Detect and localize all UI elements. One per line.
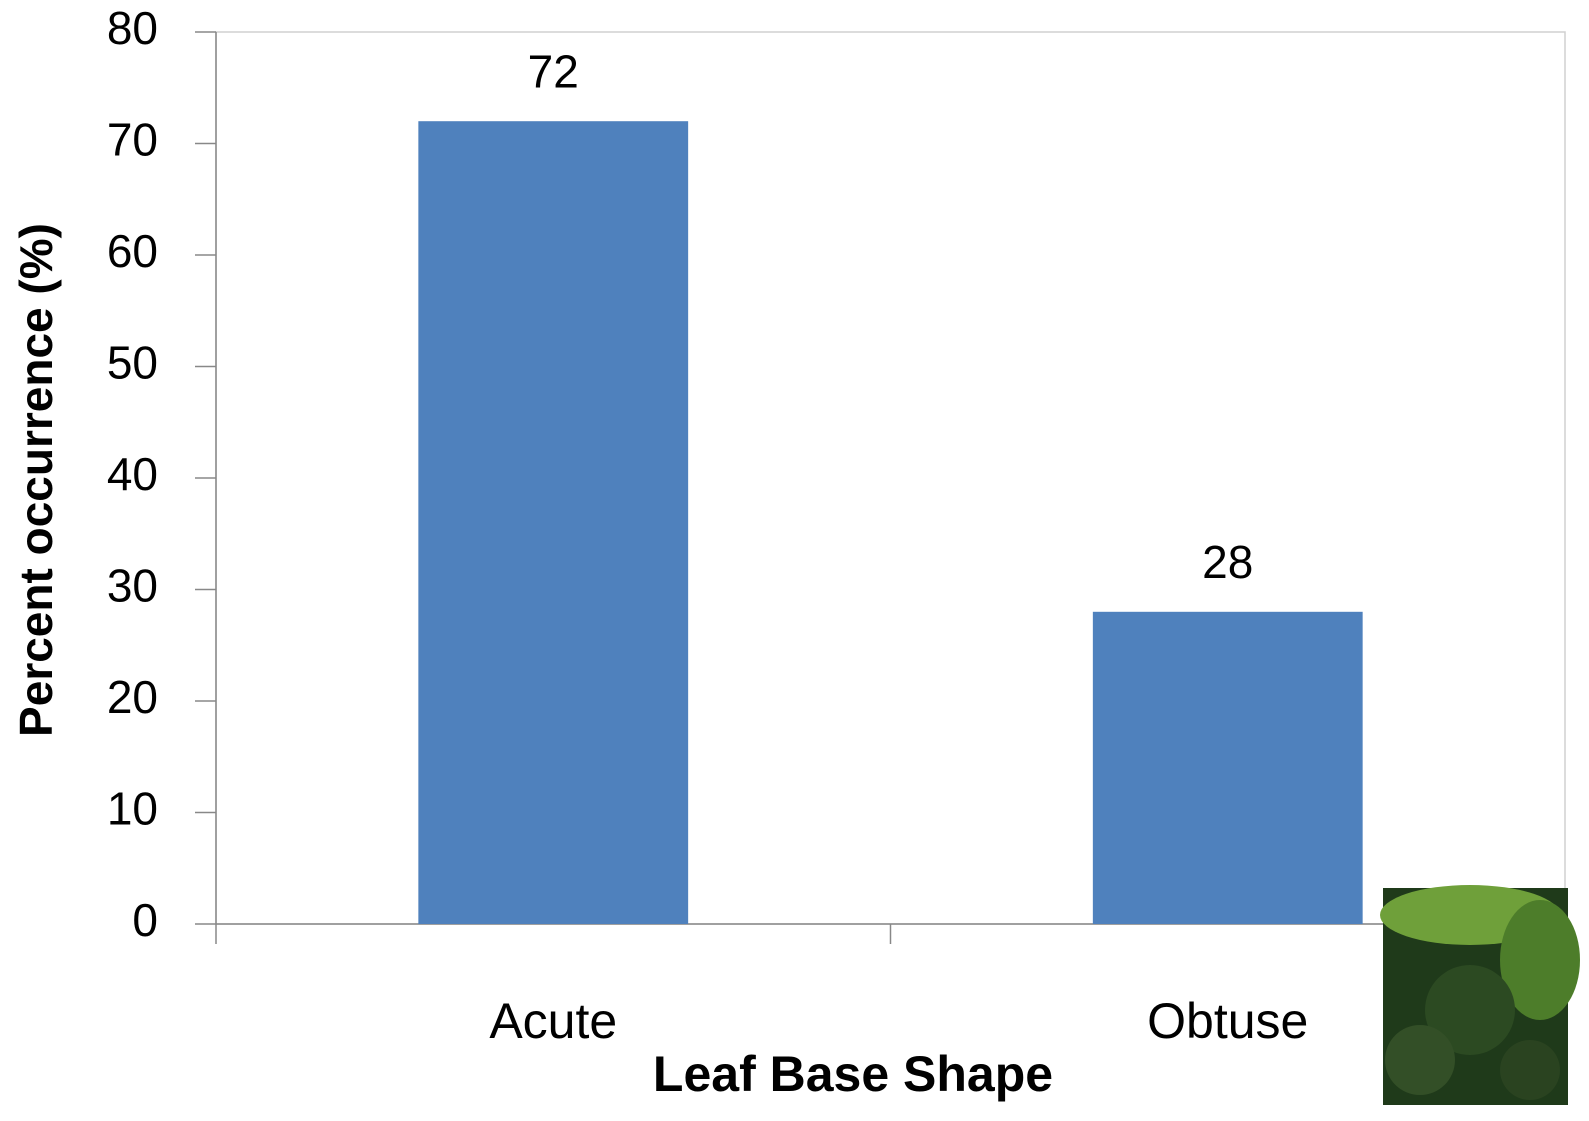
x-axis-title: Leaf Base Shape <box>653 1046 1053 1102</box>
photo-fruit <box>1500 1040 1560 1100</box>
data-label: 28 <box>1202 536 1253 588</box>
y-tick-label: 10 <box>107 783 158 835</box>
photo-leaf <box>1500 900 1580 1020</box>
y-tick-label: 50 <box>107 337 158 389</box>
y-tick-label: 0 <box>132 894 158 946</box>
y-tick-label: 20 <box>107 671 158 723</box>
y-axis-title: Percent occurrence (%) <box>10 223 62 737</box>
y-tick-label: 30 <box>107 560 158 612</box>
x-tick-label: Obtuse <box>1147 993 1308 1049</box>
photo-fruit <box>1425 965 1515 1055</box>
x-tick-label: Acute <box>489 993 617 1049</box>
y-tick-label: 60 <box>107 225 158 277</box>
photo-fruit <box>1385 1025 1455 1095</box>
y-tick-label: 70 <box>107 114 158 166</box>
bar <box>418 121 689 924</box>
y-tick-label: 80 <box>107 2 158 54</box>
photo <box>1380 885 1580 1105</box>
data-label: 72 <box>528 45 579 97</box>
bar <box>1092 611 1363 924</box>
y-tick-label: 40 <box>107 448 158 500</box>
